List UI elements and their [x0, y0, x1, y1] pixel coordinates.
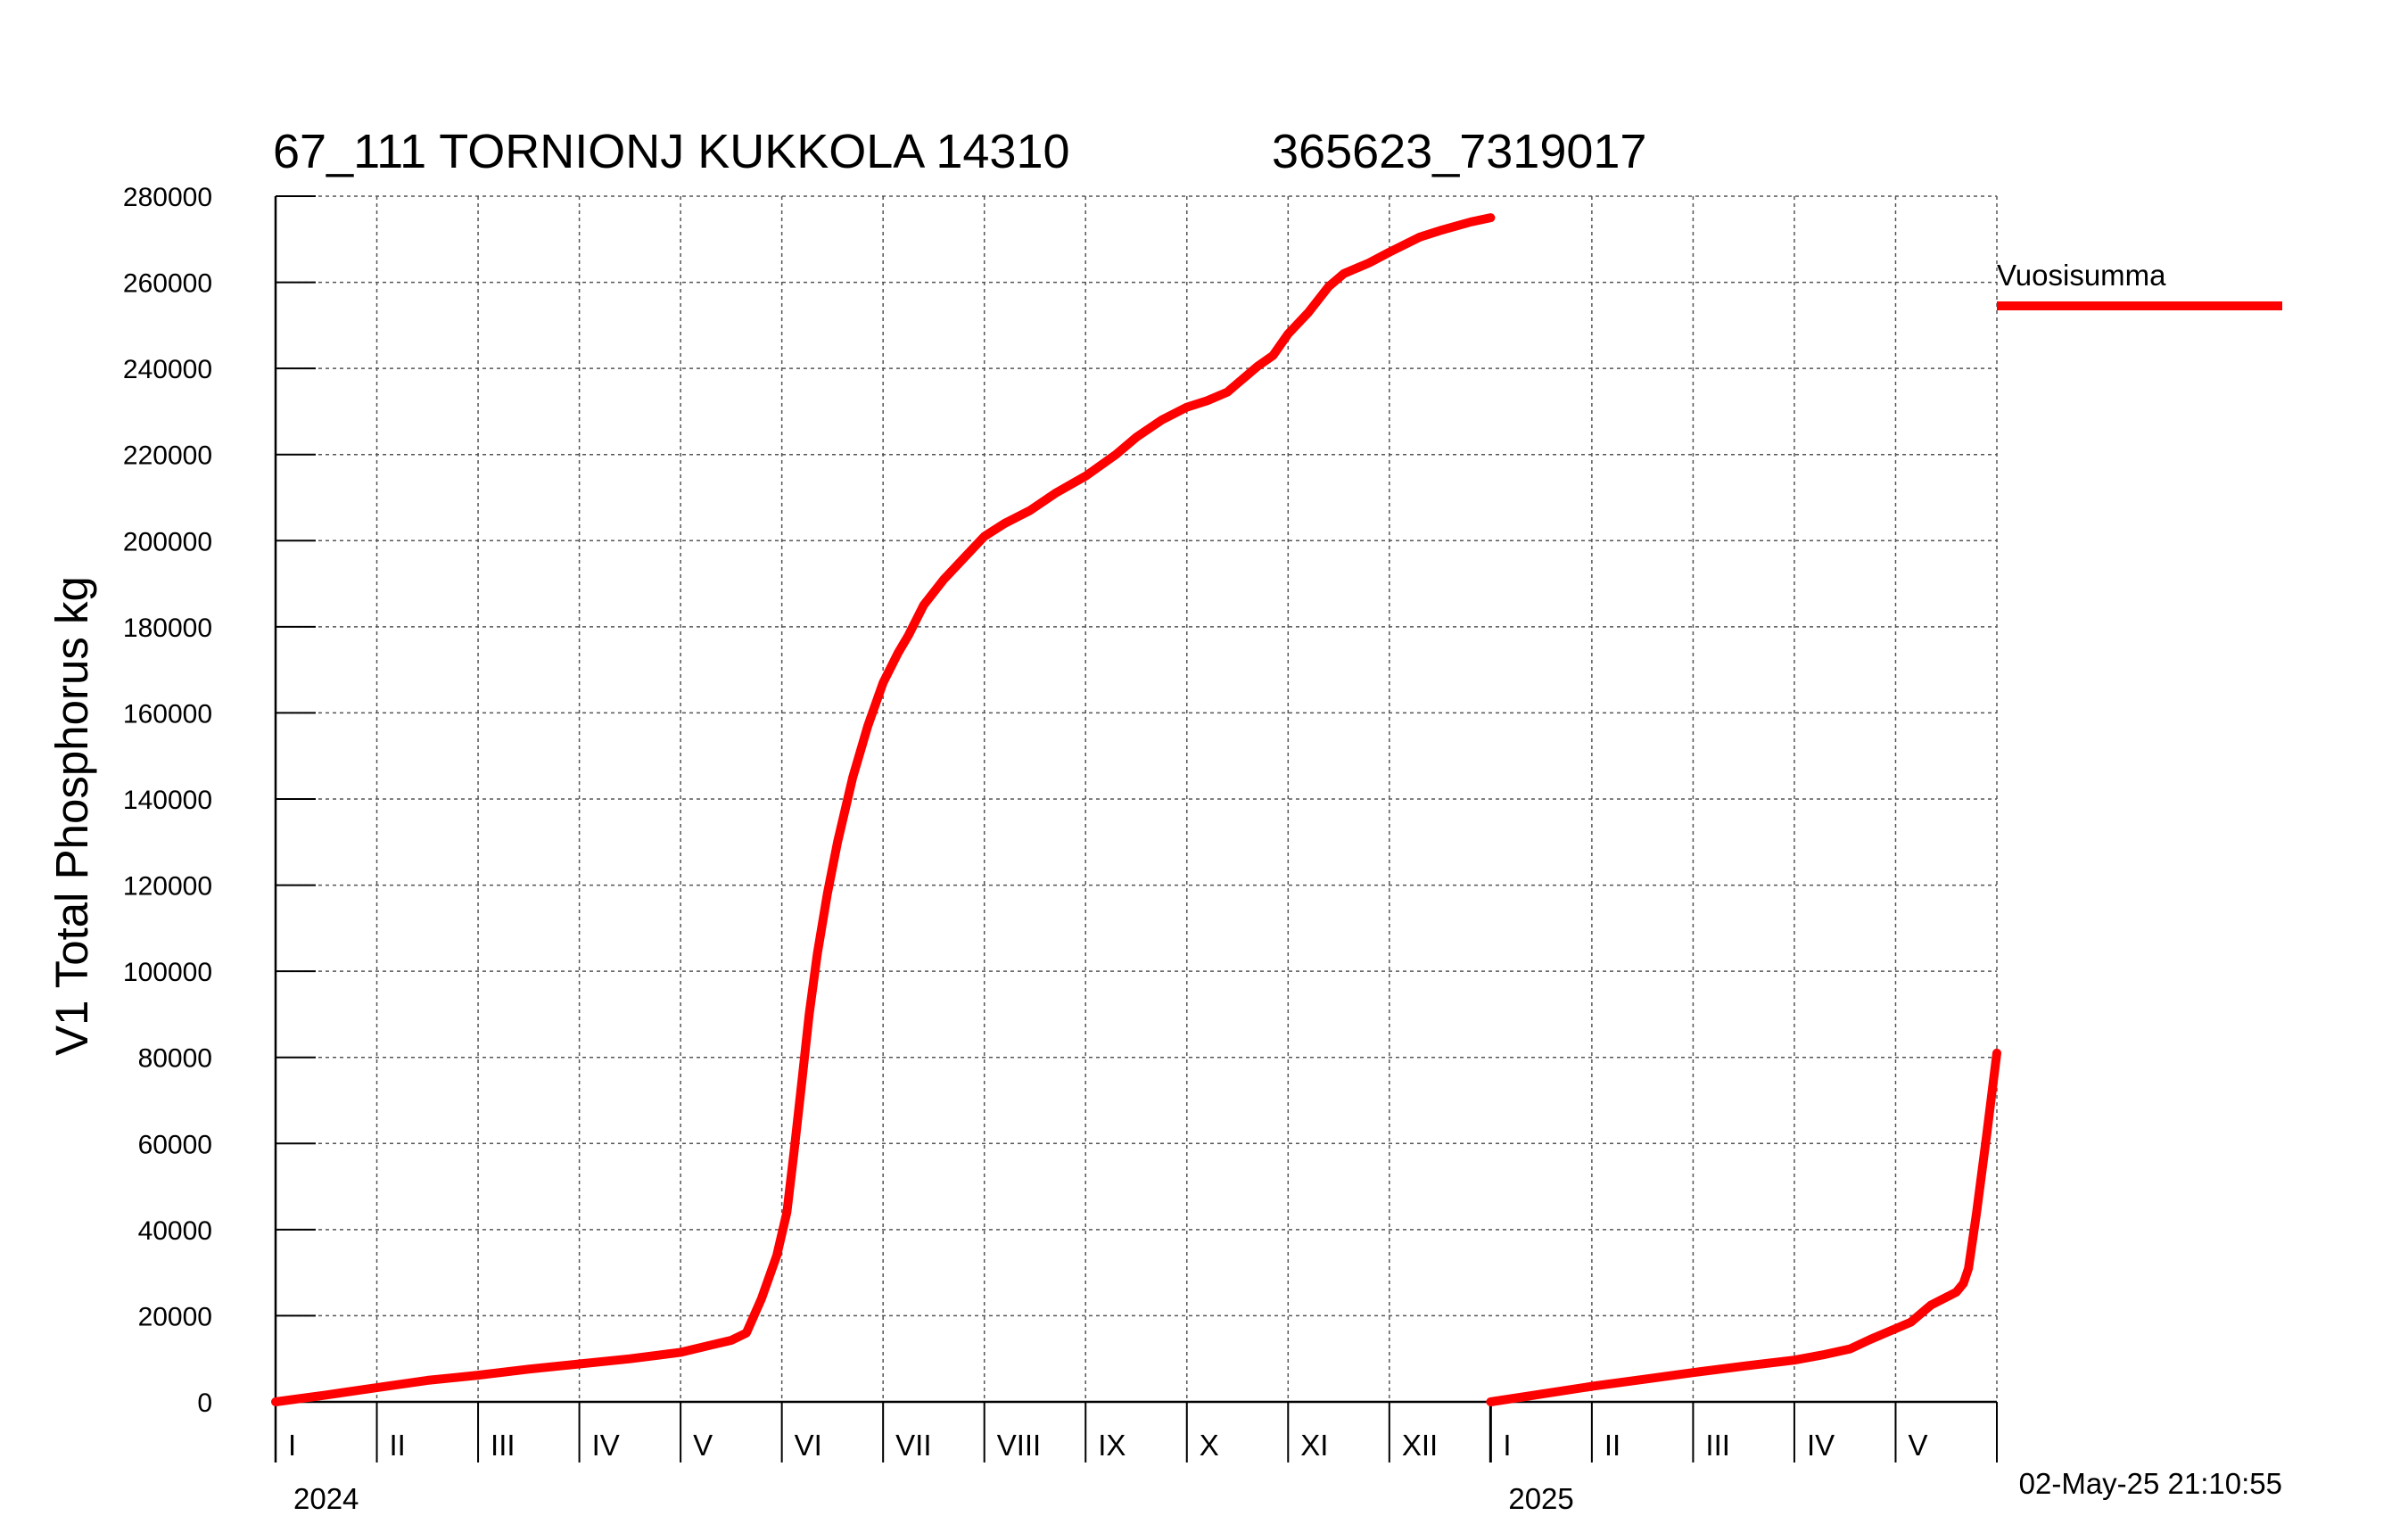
month-label: X [1200, 1429, 1219, 1462]
y-tick-label: 80000 [138, 1044, 212, 1074]
chart-title: 67_111 TORNIONJ KUKKOLA 14310 [273, 125, 1070, 178]
y-tick-label: 220000 [123, 441, 212, 471]
y-tick-labels: 0 20000 40000 60000 80000 100000 120000 140000 1… [123, 183, 212, 1418]
month-label: III [491, 1429, 515, 1462]
month-label: IV [1807, 1429, 1835, 1462]
series-line-2024 [271, 213, 1496, 1406]
y-tick-label: 280000 [123, 183, 212, 212]
month-label: V [1908, 1429, 1927, 1462]
y-tick-label: 200000 [123, 527, 212, 556]
month-label: VI [795, 1429, 822, 1462]
y-tick-label: 180000 [123, 614, 212, 643]
month-label: IX [1098, 1429, 1126, 1462]
y-tick-label: 40000 [138, 1216, 212, 1246]
y-tick-label: 240000 [123, 355, 212, 384]
year-label: 2024 [293, 1482, 359, 1515]
month-label: II [1604, 1429, 1620, 1462]
month-label: XI [1300, 1429, 1328, 1462]
month-label: VII [895, 1429, 931, 1462]
month-label: I [1503, 1429, 1511, 1462]
month-label: V [693, 1429, 713, 1462]
y-tick-label: 260000 [123, 269, 212, 299]
legend-label: Vuosisumma [1997, 259, 2166, 292]
timestamp: 02-May-25 21:10:55 [2019, 1467, 2282, 1500]
y-tick-label: 140000 [123, 786, 212, 815]
y-axis-label: V1 Total Phosphorus kg [46, 576, 97, 1056]
month-label: XII [1402, 1429, 1438, 1462]
y-tick-label: 0 [197, 1388, 212, 1418]
month-label: IV [592, 1429, 620, 1462]
series-line-2025 [1486, 1048, 2001, 1406]
chart-station-code: 365623_7319017 [1272, 125, 1646, 178]
month-label: VIII [997, 1429, 1042, 1462]
y-tick-label: 160000 [123, 699, 212, 729]
y-tick-label: 60000 [138, 1130, 212, 1159]
y-tick-label: 120000 [123, 872, 212, 902]
year-labels: 2024 2025 [293, 1482, 1574, 1515]
month-labels: I II III IV V VI VII VIII IX X XI XII I II III IV V [288, 1429, 1927, 1462]
month-label: III [1705, 1429, 1730, 1462]
tick-marks [275, 195, 1998, 1462]
month-label: II [390, 1429, 406, 1462]
series-group [271, 213, 2001, 1406]
y-tick-label: 100000 [123, 958, 212, 987]
axes [274, 196, 1997, 1462]
grid [276, 195, 1998, 1402]
y-tick-label: 20000 [138, 1302, 212, 1331]
year-label: 2025 [1508, 1482, 1573, 1515]
month-label: I [288, 1429, 296, 1462]
